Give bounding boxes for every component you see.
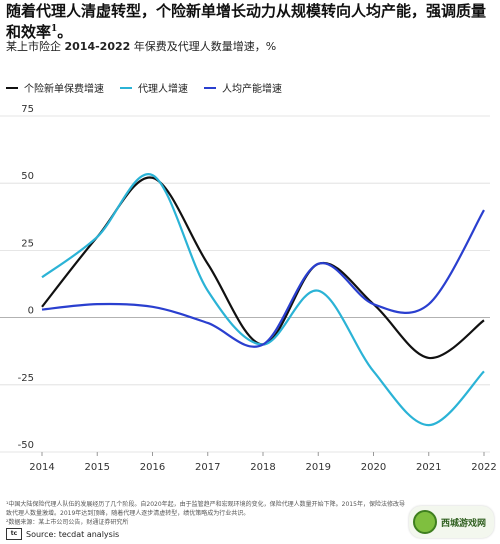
x-axis-ticks: 2014 2015 2016 2017 2018 2019 2020 2021 2022 [29, 452, 497, 473]
watermark-text: 西城游戏网 [440, 518, 486, 529]
y-tick-label: -50 [18, 440, 34, 451]
legend-swatch-new-premium [6, 86, 18, 89]
subtitle-rest: 年保费及代理人数量增速，% [133, 40, 277, 53]
y-tick-label: 25 [21, 238, 34, 249]
chart-title: 随着代理人清虚转型，个险新单增长动力从规模转向人均产能，强调质量和效率1。 [6, 2, 496, 41]
watermark-badge: 西城游戏网 [408, 506, 494, 538]
chart-subtitle: 某上市险企 2014-2022 年保费及代理人数量增速，% [6, 38, 276, 54]
source: tc Source: tecdat analysis [6, 528, 119, 540]
legend: 个险新单保费增速 代理人增速 人均产能增速 [6, 80, 282, 95]
x-tick-label: 2022 [471, 462, 496, 473]
x-tick-label: 2014 [29, 462, 54, 473]
legend-swatch-agent [120, 86, 132, 89]
y-tick-label: 75 [21, 104, 34, 115]
legend-swatch-productivity [204, 86, 216, 89]
x-tick-label: 2016 [140, 462, 165, 473]
legend-item-agent: 代理人增速 [120, 80, 188, 95]
watermark-logo-icon [412, 510, 437, 534]
x-tick-label: 2015 [85, 462, 110, 473]
legend-label-agent: 代理人增速 [138, 84, 188, 95]
y-axis-ticks: 75 50 25 0 -25 -50 [18, 104, 34, 451]
grid-layer [0, 115, 490, 453]
footnote-line-2: 致代理人数量激增。2019年达到顶峰，随着代理人逐步清虚转型，绩优策略成为行业共… [6, 510, 250, 517]
legend-item-new-premium: 个险新单保费增速 [6, 80, 104, 95]
y-tick-label: -25 [18, 373, 34, 384]
legend-item-productivity: 人均产能增速 [204, 80, 282, 95]
series-line-new-premium [41, 176, 485, 360]
subtitle-prefix: 某上市险企 [6, 40, 61, 53]
footnote: ¹中国大陆保险代理人队伍的发展经历了几个阶段。自2020年起，由于监管趋严和宏观… [6, 500, 406, 527]
x-tick-label: 2021 [416, 462, 441, 473]
source-logo-icon: tc [6, 528, 22, 540]
footnote-line-1: ¹中国大陆保险代理人队伍的发展经历了几个阶段。自2020年起，由于监管趋严和宏观… [6, 501, 405, 508]
series-line-productivity [41, 209, 485, 348]
chart-title-text: 随着代理人清虚转型，个险新单增长动力从规模转向人均产能，强调质量和效率 [6, 2, 487, 41]
y-tick-label: 50 [21, 171, 34, 182]
footnote-line-3: ²数据来源：某上市公司公告，财通证券研究所 [6, 519, 129, 526]
series-line-agent [41, 173, 485, 427]
x-tick-label: 2019 [306, 462, 331, 473]
y-tick-label: 0 [28, 306, 34, 317]
x-tick-label: 2017 [195, 462, 220, 473]
x-tick-label: 2020 [361, 462, 386, 473]
title-footnote-marker: 1 [51, 24, 58, 34]
title-tail: 。 [57, 23, 73, 41]
subtitle-years: 2014-2022 [64, 40, 131, 53]
x-tick-label: 2018 [250, 462, 275, 473]
source-label: Source: tecdat analysis [26, 529, 120, 539]
legend-label-productivity: 人均产能增速 [222, 84, 282, 95]
series-layer [41, 173, 485, 427]
legend-label-new-premium: 个险新单保费增速 [24, 84, 104, 95]
